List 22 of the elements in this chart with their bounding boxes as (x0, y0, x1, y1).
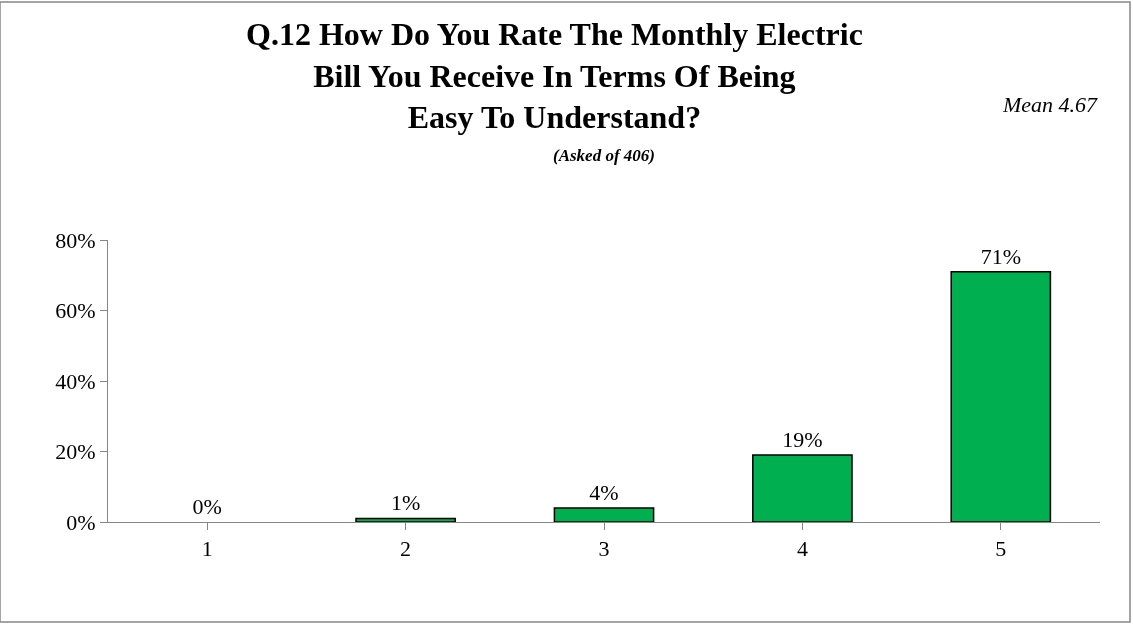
bar (355, 517, 456, 522)
chart-title: Q.12 How Do You Rate The Monthly Electric Bill You Receive In Terms Of Being Easy To Understand? (246, 16, 863, 136)
data-label: 71% (980, 243, 1021, 269)
data-label: 1% (390, 490, 421, 516)
text: Mean 4.67 (1002, 92, 1099, 117)
x-tick-label: 2 (400, 536, 412, 562)
x-tick-label: 4 (796, 536, 808, 562)
bar (752, 454, 853, 522)
y-tick-label: 20% (55, 439, 96, 465)
y-tick-label: 80% (55, 227, 96, 253)
data-label: 0% (192, 494, 222, 519)
bar (553, 507, 655, 522)
data-label: 4% (589, 479, 619, 505)
chart-subtitle: (Asked of 406) (553, 146, 655, 165)
y-tick-label: 0% (66, 509, 96, 535)
x-tick-label: 3 (598, 536, 610, 562)
y-tick-label: 40% (55, 368, 96, 394)
x-tick-label: 5 (995, 536, 1007, 562)
x-tick-label: 1 (201, 536, 213, 562)
bar (950, 270, 1052, 522)
data-label: 19% (782, 427, 823, 453)
y-tick-label: 60% (55, 298, 96, 324)
